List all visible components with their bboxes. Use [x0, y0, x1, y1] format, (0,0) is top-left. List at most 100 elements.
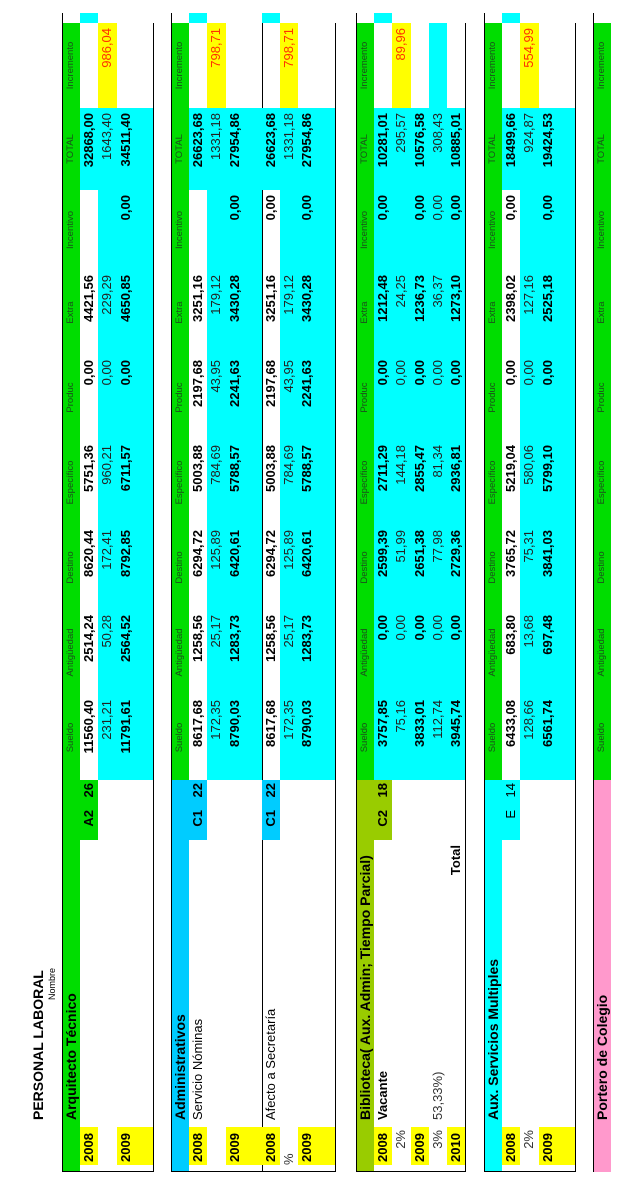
- increment-cell-fill: [428, 23, 447, 108]
- cell-especfico: 5751,36: [81, 445, 97, 492]
- column-header-8: Incremento: [487, 41, 498, 90]
- column-header-5: Extra: [596, 301, 607, 324]
- side-strip-fill: [80, 13, 99, 23]
- cell-total: 27954,86: [299, 113, 315, 168]
- cell-especfico: 5219,04: [503, 445, 519, 492]
- row-label: 53,33%): [429, 1071, 445, 1120]
- cell-especfico: 5003,88: [190, 445, 206, 492]
- row-group: C1: [190, 810, 206, 827]
- cell-produc: 2197,68: [190, 360, 206, 407]
- cell-produc: 2241,63: [299, 360, 315, 407]
- cell-total: 1331,18: [281, 113, 297, 160]
- cell-total: 32868,00: [81, 113, 97, 168]
- cell-antigedad: 0,00: [375, 615, 391, 641]
- cell-especfico: 960,21: [99, 445, 115, 485]
- cell-antigedad: 25,17: [281, 615, 297, 648]
- row-year: 2009: [539, 1133, 555, 1162]
- cell-extra: 4421,56: [81, 275, 97, 322]
- total-cell-fill: [243, 108, 262, 190]
- row-year: 2008: [190, 1133, 206, 1162]
- data-row-fill: [243, 190, 262, 780]
- cell-destino: 6294,72: [263, 530, 278, 577]
- cell-total: 1643,40: [99, 113, 115, 160]
- column-header-8: Incremento: [359, 41, 370, 90]
- column-header-3: Específico: [596, 460, 607, 505]
- cell-extra: 3251,16: [263, 275, 278, 322]
- row-percent: 3%: [429, 1130, 445, 1149]
- cell-extra: 2525,18: [539, 275, 555, 322]
- cell-extra: 229,29: [99, 275, 115, 315]
- cell-especfico: 2711,29: [375, 445, 391, 492]
- cell-incremento: 554,99: [521, 28, 537, 68]
- column-header-1: Antigüedad: [596, 628, 607, 677]
- block-title: Biblioteca( Aux. Admin; Tiempo Parcial): [357, 855, 373, 1120]
- column-header-1: Antigüedad: [359, 628, 370, 677]
- row-percent: 2%: [521, 1130, 537, 1149]
- cell-incentivo: 0,00: [539, 195, 555, 221]
- column-header-7: TOTAL: [596, 134, 607, 164]
- cell-especfico: 5788,57: [226, 445, 242, 492]
- grid-line: [62, 13, 64, 1172]
- column-header-7: TOTAL: [359, 134, 370, 164]
- side-strip-fill: [262, 13, 281, 23]
- row-level: 22: [190, 783, 206, 798]
- total-cell-fill: [316, 108, 335, 190]
- cell-incentivo: 0,00: [429, 195, 445, 221]
- column-header-8: Incremento: [174, 41, 185, 90]
- cell-produc: 2197,68: [263, 360, 278, 407]
- grid-line: [484, 13, 486, 1172]
- cell-antigedad: 25,17: [208, 615, 224, 648]
- column-header-6: Incentivo: [596, 210, 607, 250]
- grid-line: [575, 23, 577, 1172]
- column-header-0: Sueldo: [359, 722, 370, 753]
- column-header-4: Produc: [596, 382, 607, 413]
- grid-line: [153, 23, 155, 1172]
- column-header-6: Incentivo: [174, 210, 185, 250]
- cell-produc: 2241,63: [226, 360, 242, 407]
- side-strip-fill: [502, 13, 521, 23]
- cell-total: 308,43: [429, 113, 445, 153]
- nombre-label: Nombre: [47, 967, 57, 1000]
- total-cell-fill: [556, 108, 575, 190]
- cell-incentivo: 0,00: [448, 195, 463, 221]
- cell-incremento: 798,71: [208, 28, 224, 68]
- cell-sueldo: 172,35: [208, 700, 224, 740]
- cell-destino: 2729,36: [448, 530, 463, 577]
- column-header-0: Sueldo: [596, 722, 607, 753]
- cell-antigedad: 0,00: [429, 615, 445, 641]
- cell-produc: 0,00: [448, 360, 463, 386]
- cell-sueldo: 3945,74: [448, 700, 463, 747]
- cell-incentivo: 0,00: [375, 195, 391, 221]
- column-header-1: Antigüedad: [174, 628, 185, 677]
- data-row-fill: [134, 190, 153, 780]
- cell-produc: 0,00: [521, 360, 537, 386]
- side-strip-fill: [374, 13, 393, 23]
- cell-antigedad: 1258,56: [190, 615, 206, 662]
- cell-extra: 1273,10: [448, 275, 463, 322]
- cell-destino: 8792,85: [117, 530, 133, 577]
- row-label: Afecto a Secretaría: [263, 1008, 278, 1120]
- row-group: E: [503, 810, 519, 819]
- column-header-1: Antigüedad: [65, 628, 76, 677]
- cell-sueldo: 3833,01: [411, 700, 427, 747]
- total-cell-fill: [134, 108, 153, 190]
- cell-produc: 0,00: [117, 360, 133, 386]
- cell-produc: 43,95: [281, 360, 297, 393]
- cell-extra: 24,25: [393, 275, 409, 308]
- column-header-3: Específico: [174, 460, 185, 505]
- cell-destino: 6420,61: [226, 530, 242, 577]
- column-header-5: Extra: [487, 301, 498, 324]
- cell-produc: 0,00: [81, 360, 97, 386]
- cell-extra: 179,12: [208, 275, 224, 315]
- column-header-7: TOTAL: [174, 134, 185, 164]
- cell-produc: 43,95: [208, 360, 224, 393]
- column-header-3: Específico: [487, 460, 498, 505]
- row-year: 2008: [81, 1133, 97, 1162]
- cell-total: 10281,01: [375, 113, 391, 168]
- cell-extra: 3251,16: [190, 275, 206, 322]
- cell-total: 26623,68: [190, 113, 206, 168]
- row-percent: 2%: [393, 1130, 409, 1149]
- row-level: 18: [375, 783, 391, 798]
- row-year: 2009: [411, 1133, 427, 1162]
- year-cell-fill: [316, 1127, 335, 1165]
